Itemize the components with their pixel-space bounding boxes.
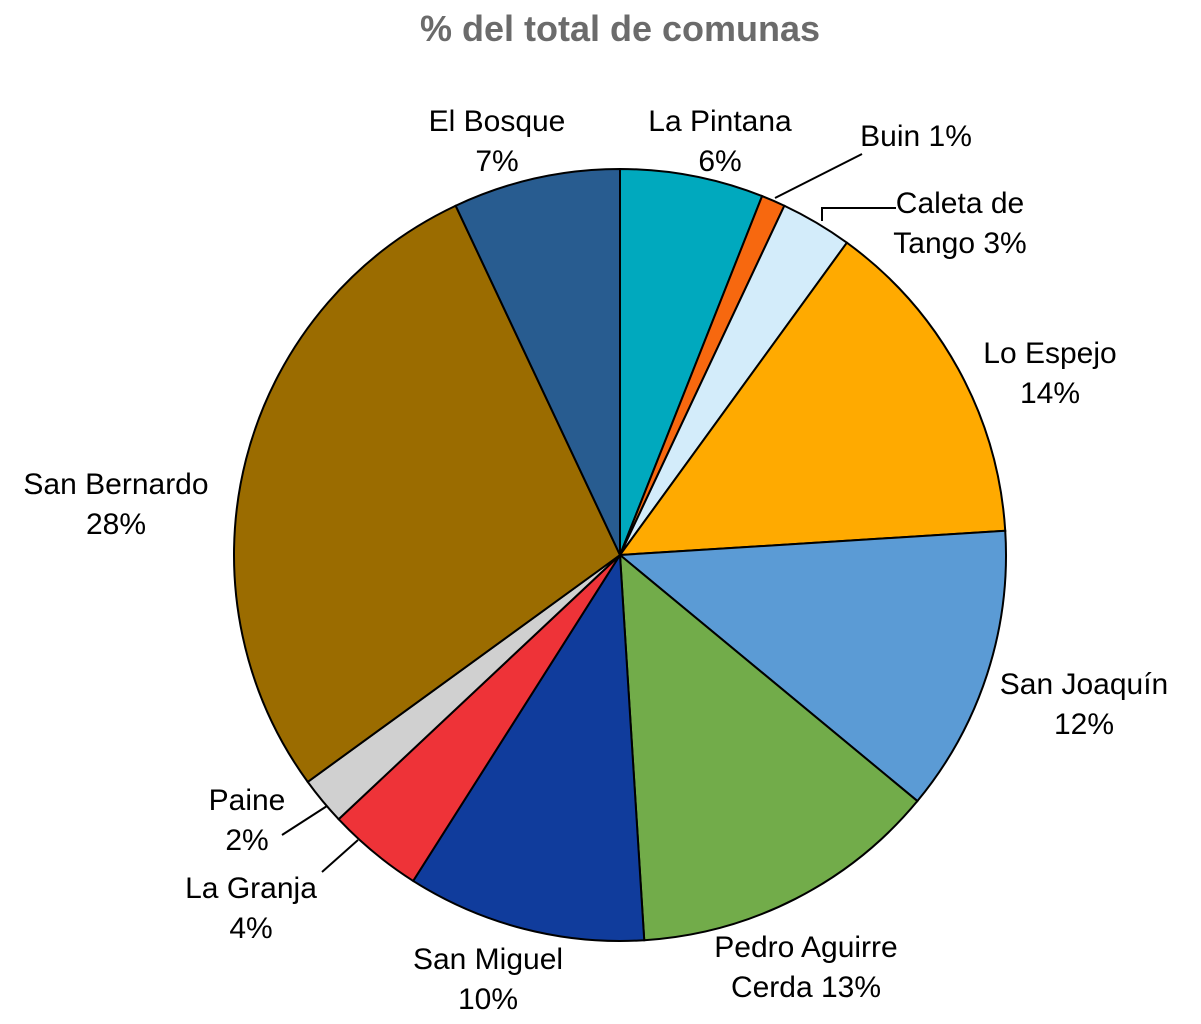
pie-slice-pedro-aguirre-cerda: [618, 552, 919, 942]
slice-label-lo-espejo: Lo Espejo 14%: [983, 337, 1116, 410]
leader-buin: [774, 153, 863, 199]
slice-label-line: San Bernardo: [23, 468, 208, 501]
slice-label-line: Paine: [209, 784, 286, 817]
pie-slices: [233, 167, 1007, 942]
slice-label-line: 10%: [458, 983, 518, 1016]
slice-label-line: Buin 1%: [860, 120, 972, 153]
slice-label-line: 12%: [1054, 708, 1114, 741]
slice-label-line: 14%: [1020, 377, 1080, 410]
slice-label-pedro-aguirre-cerda: Pedro Aguirre Cerda 13%: [714, 931, 897, 1004]
slice-label-line: 4%: [229, 912, 272, 945]
leader-la-granja: [321, 839, 359, 873]
slice-label-san-bernardo: San Bernardo 28%: [23, 468, 208, 541]
pie-slice-san-miguel: [411, 551, 646, 942]
slice-label-line: Cerda 13%: [731, 971, 881, 1004]
slice-label-line: 28%: [86, 508, 146, 541]
pie-slice-lo-espejo: [617, 241, 1007, 557]
slice-label-la-pintana: La Pintana 6%: [648, 105, 792, 178]
slice-label-caleta-de-tango: Caleta de Tango 3%: [893, 187, 1026, 260]
slice-label-line: Pedro Aguirre: [714, 931, 897, 964]
leader-caleta-de-tango: [821, 207, 896, 221]
slice-label-line: 2%: [225, 824, 268, 857]
leader-lines: [281, 153, 896, 873]
slice-label-line: Tango 3%: [893, 227, 1026, 260]
slice-labels: La Pintana 6% Buin 1% Caleta de Tango 3% Lo E…: [23, 105, 1168, 1016]
pie-slice-la-pintana: [619, 167, 764, 556]
slice-label-line: 6%: [698, 145, 741, 178]
pie-slice-el-bosque: [454, 167, 621, 556]
slice-label-paine: Paine 2%: [209, 784, 286, 857]
slice-label-line: Caleta de: [896, 187, 1024, 220]
slice-label-san-joaquin: San Joaquín 12%: [1000, 668, 1168, 741]
slice-label-line: 7%: [475, 145, 518, 178]
slice-label-line: Lo Espejo: [983, 337, 1116, 370]
slice-label-san-miguel: San Miguel 10%: [413, 943, 563, 1016]
leader-paine: [281, 805, 328, 836]
pie-slice-san-joaquin: [617, 529, 1007, 803]
slice-label-line: San Joaquín: [1000, 668, 1168, 701]
slice-label-line: La Granja: [185, 872, 317, 905]
slice-label-line: La Pintana: [648, 105, 792, 138]
slice-label-la-granja: La Granja 4%: [185, 872, 317, 945]
slice-label-line: San Miguel: [413, 943, 563, 976]
pie-slice-san-bernardo: [233, 204, 622, 784]
chart-title: % del total de comunas: [419, 8, 821, 49]
slice-label-buin: Buin 1%: [860, 120, 972, 153]
slice-label-line: El Bosque: [429, 105, 566, 138]
slice-label-el-bosque: El Bosque 7%: [429, 105, 566, 178]
